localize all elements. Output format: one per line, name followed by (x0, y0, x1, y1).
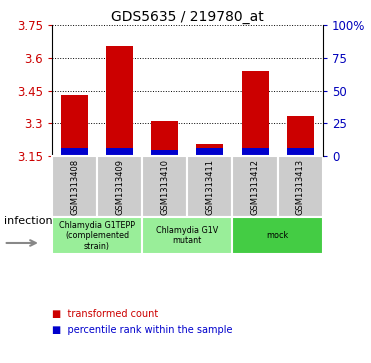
Bar (52, 217, 142, 254)
Bar (278, 156, 323, 217)
Text: GSM1313413: GSM1313413 (296, 159, 305, 215)
Bar (97, 156, 142, 217)
Text: mock: mock (266, 231, 289, 240)
Bar (242, 71, 269, 156)
Text: GSM1313410: GSM1313410 (160, 159, 169, 215)
Bar (151, 150, 178, 156)
Title: GDS5635 / 219780_at: GDS5635 / 219780_at (111, 11, 264, 24)
Text: infection: infection (4, 216, 52, 226)
Bar (287, 116, 314, 156)
Bar (233, 156, 278, 217)
Text: GSM1313408: GSM1313408 (70, 159, 79, 215)
Text: Chlamydia G1V
mutant: Chlamydia G1V mutant (156, 226, 219, 245)
Bar (52, 156, 97, 217)
Bar (233, 217, 323, 254)
Text: ■  percentile rank within the sample: ■ percentile rank within the sample (52, 325, 233, 335)
Bar (142, 156, 187, 217)
Text: ■  transformed count: ■ transformed count (52, 309, 158, 319)
Bar (106, 46, 133, 156)
Text: GSM1313409: GSM1313409 (115, 159, 124, 215)
Bar (61, 95, 88, 156)
Bar (142, 217, 233, 254)
Text: GSM1313411: GSM1313411 (206, 159, 214, 215)
Bar (242, 148, 269, 156)
Bar (106, 148, 133, 156)
Bar (151, 121, 178, 156)
Bar (61, 148, 88, 156)
Bar (196, 148, 223, 156)
Bar (196, 144, 223, 156)
Text: Chlamydia G1TEPP
(complemented
strain): Chlamydia G1TEPP (complemented strain) (59, 221, 135, 250)
Bar (187, 156, 233, 217)
Text: GSM1313412: GSM1313412 (250, 159, 260, 215)
Bar (287, 148, 314, 156)
